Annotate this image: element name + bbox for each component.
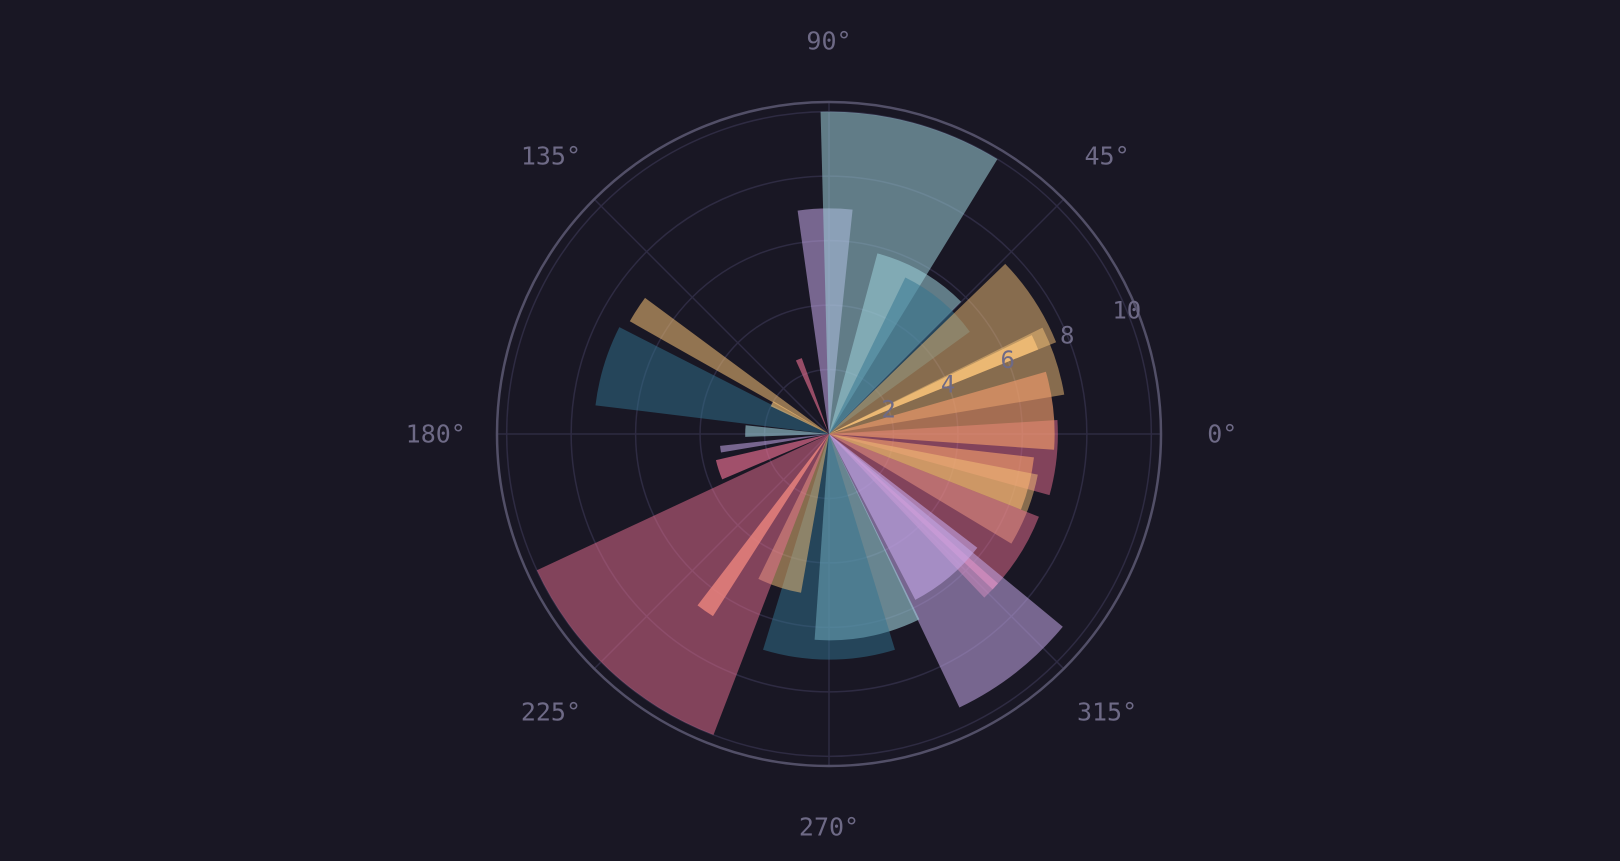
theta-tick-label: 315° <box>1077 698 1137 727</box>
bar-12 <box>715 434 829 480</box>
theta-tick-label: 225° <box>521 698 581 727</box>
r-tick-label: 10 <box>1112 297 1141 325</box>
r-tick-label: 2 <box>881 395 895 423</box>
bar-26 <box>829 371 1055 450</box>
theta-tick-label: 0° <box>1207 420 1237 449</box>
bar-8 <box>763 434 895 660</box>
theta-tick-label: 135° <box>521 141 581 170</box>
theta-tick-label: 90° <box>806 26 851 55</box>
grid-spoke-135 <box>593 198 830 435</box>
bars-layer <box>536 111 1065 735</box>
theta-tick-label: 180° <box>406 420 466 449</box>
outer-ring <box>495 100 1163 768</box>
bar-17 <box>770 401 829 434</box>
theta-tick-label: 270° <box>799 813 859 842</box>
bar-22 <box>829 277 970 434</box>
r-tick-label: 8 <box>1060 321 1074 349</box>
bar-13 <box>720 434 829 453</box>
r-tick-label: 6 <box>1000 346 1014 374</box>
bar-6 <box>829 434 978 600</box>
bar-18 <box>795 358 829 434</box>
theta-tick-label: 45° <box>1084 141 1129 170</box>
bar-16 <box>629 297 829 434</box>
bar-14 <box>745 425 829 437</box>
bar-15 <box>595 327 829 434</box>
bar-23 <box>829 263 1057 434</box>
axis-layer: 0° 45° 90° 135° 180° 225° 270° 315° 2 4 6 8 10 <box>406 26 1238 841</box>
r-tick-label: 4 <box>941 371 955 399</box>
bar-11 <box>536 434 829 735</box>
bar-25 <box>829 327 1065 434</box>
